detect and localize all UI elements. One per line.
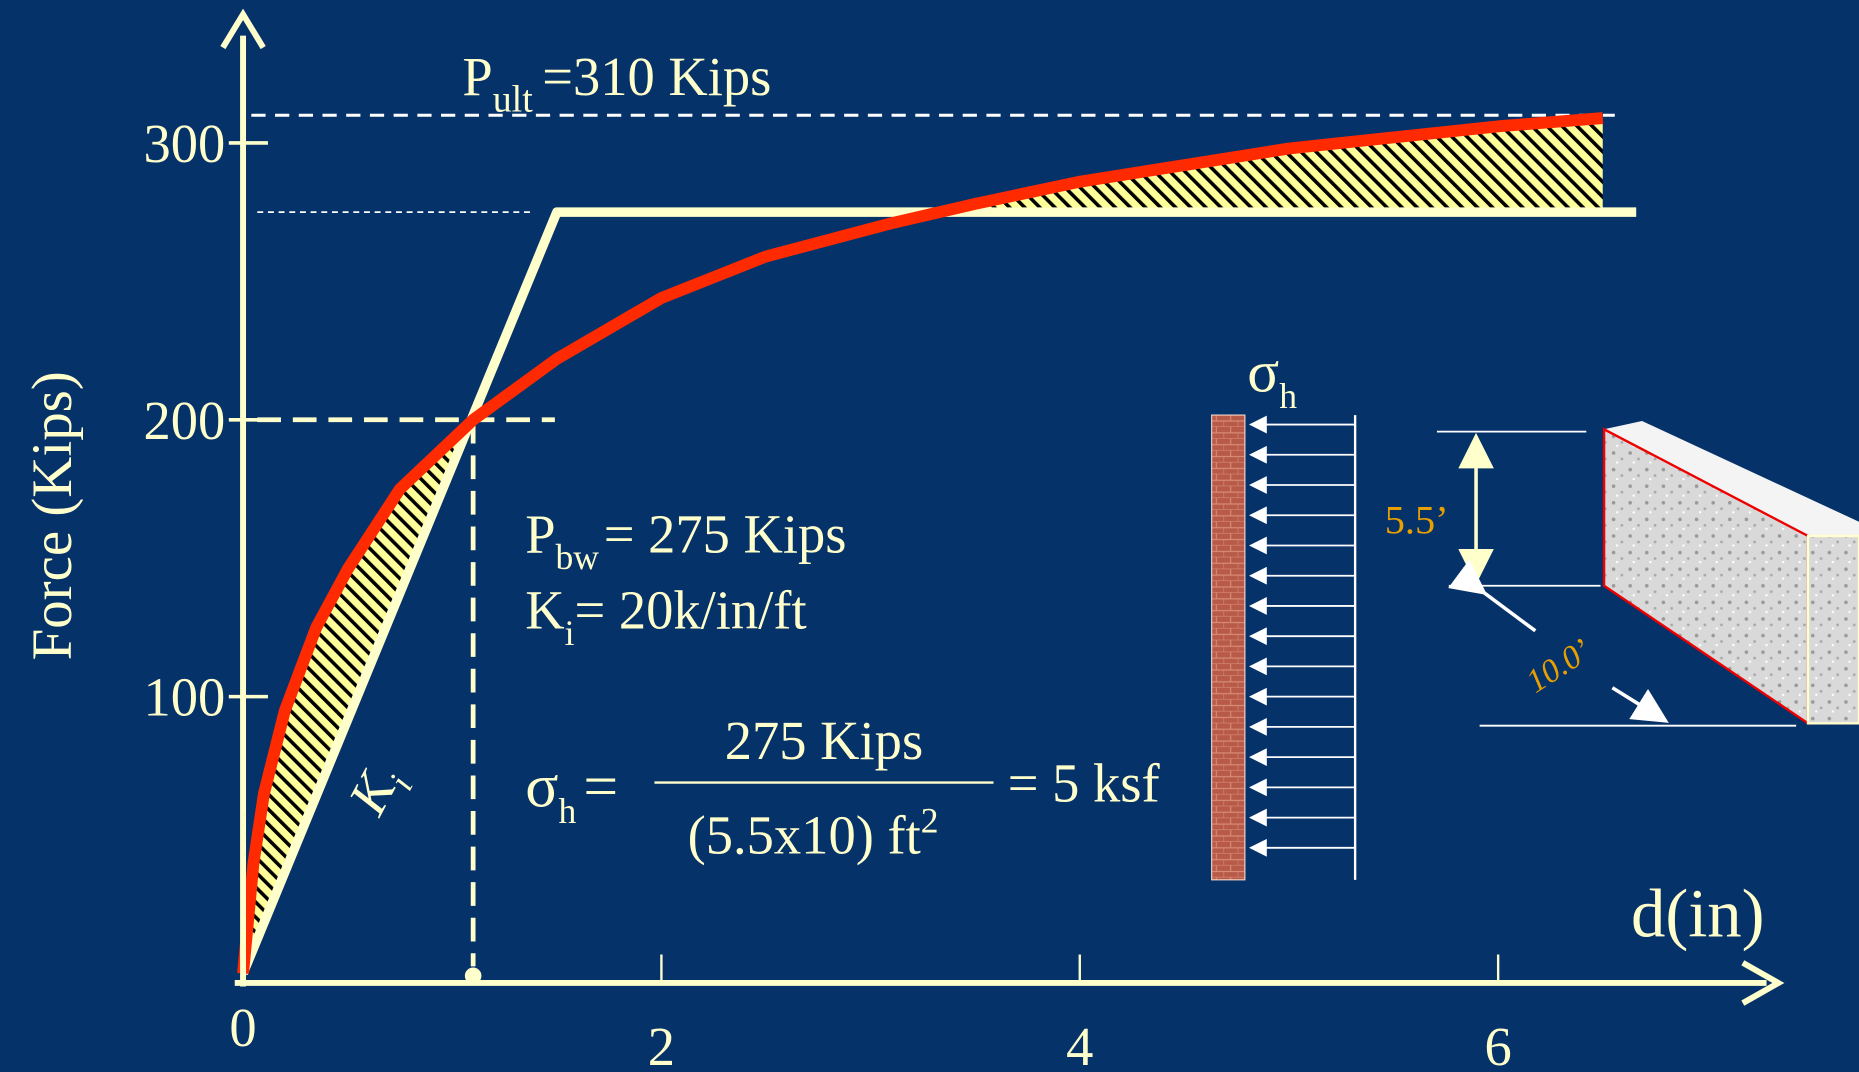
wall: [1211, 414, 1246, 881]
symbol: σ: [1247, 338, 1279, 404]
length-arrow: [1448, 559, 1537, 633]
series-line: [238, 207, 1637, 976]
symbol: K: [336, 761, 409, 825]
numerator: 275 Kips: [725, 710, 923, 771]
symbol: K: [525, 579, 564, 640]
text: =310 Kips: [542, 46, 771, 107]
x-tick-label: 2: [648, 1016, 675, 1072]
length-label: 10.0’: [1520, 632, 1598, 701]
block-end: [1806, 534, 1859, 725]
block-top: [1604, 420, 1859, 536]
wall-diagram: σh 5.5’ 10.0’: [1211, 338, 1859, 881]
stiffness-label: Ki: [336, 754, 421, 829]
plot-area: 100 200 300 0 2 4 6: [143, 112, 1637, 1072]
denominator: (5.5x10) ft2: [688, 800, 939, 865]
hatched-area: [939, 118, 1603, 213]
symbol: P: [525, 504, 555, 565]
ultimate-label: Pult =310 Kips: [462, 46, 771, 121]
subscript: h: [558, 791, 576, 831]
text: (5.5x10) ft: [688, 805, 921, 866]
formula-result: = 5 ksf: [1008, 753, 1161, 814]
note: Pbw = 275 Kips: [525, 504, 846, 578]
y-axis-arrow: [220, 8, 266, 50]
pressure-label: σh: [1247, 338, 1297, 416]
note: Ki= 20k/in/ft: [525, 579, 806, 653]
y-tick-label: 300: [143, 113, 225, 174]
subscript: i: [565, 613, 575, 653]
symbol: P: [462, 46, 492, 107]
superscript: 2: [921, 800, 939, 840]
subscript: bw: [556, 537, 600, 577]
x-tick-label: 0: [229, 997, 256, 1058]
x-tick-label: 4: [1066, 1016, 1093, 1072]
text: = 20k/in/ft: [574, 579, 806, 640]
y-axis-label: Force (Kips): [21, 371, 84, 660]
x-tick-label: 6: [1485, 1016, 1512, 1072]
height-label: 5.5’: [1385, 498, 1449, 543]
length-arrow: [1611, 686, 1669, 723]
text: = 275 Kips: [604, 504, 847, 565]
formula-lhs: σh =: [525, 752, 618, 831]
subscript: ult: [493, 79, 533, 121]
y-tick-label: 200: [143, 390, 225, 451]
y-tick-label: 100: [143, 667, 225, 728]
symbol: σ: [525, 752, 558, 820]
pressure-arrows: [1249, 415, 1356, 857]
subscript: h: [1279, 376, 1297, 416]
series-line: [237, 112, 1604, 975]
x-axis-label: d(in): [1631, 876, 1765, 952]
equals: =: [583, 752, 618, 820]
x-axis-arrow: [1741, 960, 1785, 1006]
